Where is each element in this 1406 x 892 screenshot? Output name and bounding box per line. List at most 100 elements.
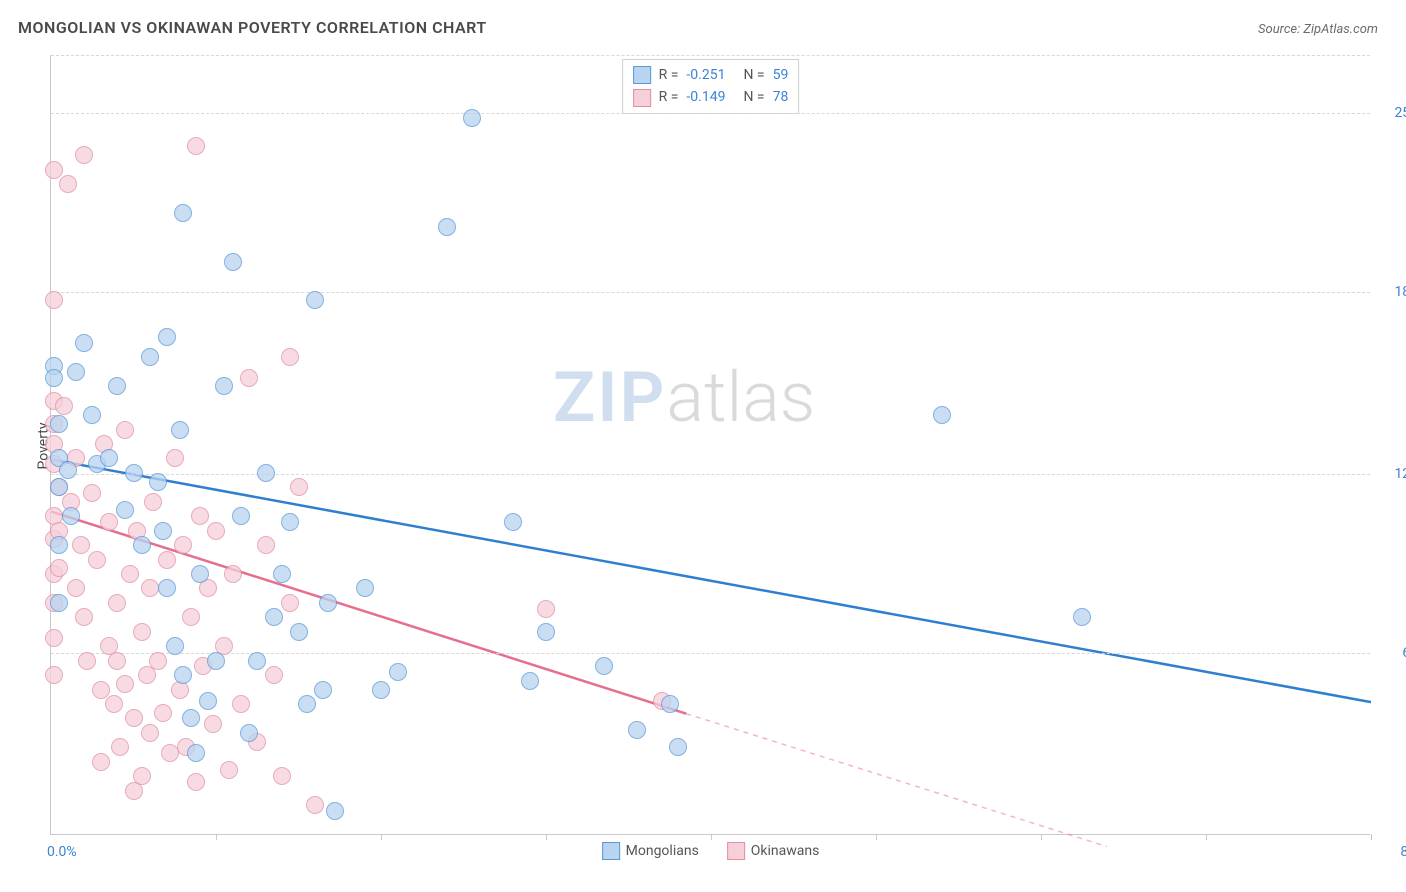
scatter-point-pink: [100, 513, 118, 531]
scatter-point-blue: [108, 377, 126, 395]
scatter-point-blue: [595, 657, 613, 675]
scatter-point-pink: [67, 579, 85, 597]
scatter-point-blue: [319, 594, 337, 612]
scatter-point-pink: [220, 761, 238, 779]
trend-lines-svg: [51, 55, 1370, 834]
scatter-point-blue: [50, 478, 68, 496]
scatter-point-blue: [326, 802, 344, 820]
scatter-point-blue: [669, 738, 687, 756]
stat-row-blue: R = -0.251 N = 59: [633, 64, 789, 86]
scatter-point-pink: [133, 623, 151, 641]
scatter-point-blue: [50, 536, 68, 554]
scatter-point-pink: [141, 579, 159, 597]
scatter-point-pink: [187, 773, 205, 791]
scatter-point-pink: [45, 161, 63, 179]
scatter-point-pink: [138, 666, 156, 684]
x-tick: [216, 834, 217, 840]
scatter-point-pink: [182, 608, 200, 626]
scatter-point-pink: [281, 348, 299, 366]
scatter-point-blue: [67, 363, 85, 381]
stat-pink-r: -0.149: [686, 86, 725, 108]
scatter-point-blue: [62, 507, 80, 525]
scatter-point-pink: [204, 715, 222, 733]
x-tick: [1041, 834, 1042, 840]
legend-item-blue: Mongolians: [602, 842, 699, 860]
scatter-point-pink: [59, 175, 77, 193]
y-tick-label: 6.3%: [1377, 645, 1406, 661]
scatter-point-pink: [72, 536, 90, 554]
scatter-point-pink: [273, 767, 291, 785]
scatter-point-pink: [108, 652, 126, 670]
scatter-point-pink: [108, 594, 126, 612]
scatter-point-blue: [199, 692, 217, 710]
scatter-point-blue: [281, 513, 299, 531]
scatter-point-blue: [171, 421, 189, 439]
scatter-point-pink: [149, 652, 167, 670]
scatter-point-pink: [537, 600, 555, 618]
scatter-point-blue: [215, 377, 233, 395]
stats-legend-box: R = -0.251 N = 59 R = -0.149 N = 78: [622, 59, 800, 114]
grid-line: [51, 653, 1370, 654]
scatter-point-pink: [111, 738, 129, 756]
scatter-point-pink: [290, 478, 308, 496]
chart-title: MONGOLIAN VS OKINAWAN POVERTY CORRELATIO…: [18, 18, 487, 37]
scatter-point-blue: [372, 681, 390, 699]
scatter-point-pink: [187, 137, 205, 155]
legend-swatch-blue: [602, 842, 620, 860]
scatter-point-pink: [133, 767, 151, 785]
swatch-pink: [633, 89, 651, 107]
scatter-point-pink: [45, 629, 63, 647]
scatter-point-blue: [50, 415, 68, 433]
scatter-point-pink: [144, 493, 162, 511]
scatter-point-pink: [281, 594, 299, 612]
plot-area: ZIPatlas R = -0.251 N = 59 R = -0.149 N …: [50, 55, 1370, 835]
y-tick-label: 25.0%: [1377, 105, 1406, 121]
scatter-point-blue: [290, 623, 308, 641]
stat-pink-n: 78: [773, 86, 789, 108]
scatter-point-blue: [356, 579, 374, 597]
scatter-point-pink: [191, 507, 209, 525]
x-tick: [1371, 834, 1372, 840]
x-tick: [1206, 834, 1207, 840]
y-tick-label: 12.5%: [1377, 466, 1406, 482]
scatter-point-blue: [182, 709, 200, 727]
scatter-point-pink: [306, 796, 324, 814]
scatter-point-pink: [161, 744, 179, 762]
scatter-point-blue: [628, 721, 646, 739]
scatter-point-pink: [240, 369, 258, 387]
source-label: Source: ZipAtlas.com: [1258, 22, 1378, 37]
scatter-point-pink: [257, 536, 275, 554]
scatter-point-pink: [88, 551, 106, 569]
trend-line-pink-dash: [686, 714, 1107, 847]
scatter-point-pink: [154, 704, 172, 722]
scatter-point-blue: [83, 406, 101, 424]
scatter-point-pink: [55, 397, 73, 415]
scatter-point-pink: [92, 753, 110, 771]
scatter-point-blue: [463, 109, 481, 127]
scatter-point-pink: [75, 146, 93, 164]
x-tick: [546, 834, 547, 840]
scatter-point-pink: [207, 522, 225, 540]
grid-line: [51, 474, 1370, 475]
x-tick: [381, 834, 382, 840]
scatter-point-blue: [133, 536, 151, 554]
stat-r-label: R =: [659, 64, 679, 86]
swatch-blue: [633, 66, 651, 84]
scatter-point-blue: [248, 652, 266, 670]
stat-n-label: N =: [743, 64, 764, 86]
scatter-point-blue: [661, 695, 679, 713]
scatter-point-pink: [232, 695, 250, 713]
scatter-point-blue: [125, 464, 143, 482]
stat-blue-n: 59: [773, 64, 789, 86]
scatter-point-pink: [116, 675, 134, 693]
scatter-point-blue: [174, 204, 192, 222]
scatter-point-blue: [158, 579, 176, 597]
scatter-point-pink: [121, 565, 139, 583]
scatter-point-pink: [45, 666, 63, 684]
scatter-point-pink: [78, 652, 96, 670]
scatter-point-blue: [50, 594, 68, 612]
stat-row-pink: R = -0.149 N = 78: [633, 86, 789, 108]
grid-line: [51, 292, 1370, 293]
scatter-point-pink: [141, 724, 159, 742]
grid-line: [51, 55, 1370, 56]
